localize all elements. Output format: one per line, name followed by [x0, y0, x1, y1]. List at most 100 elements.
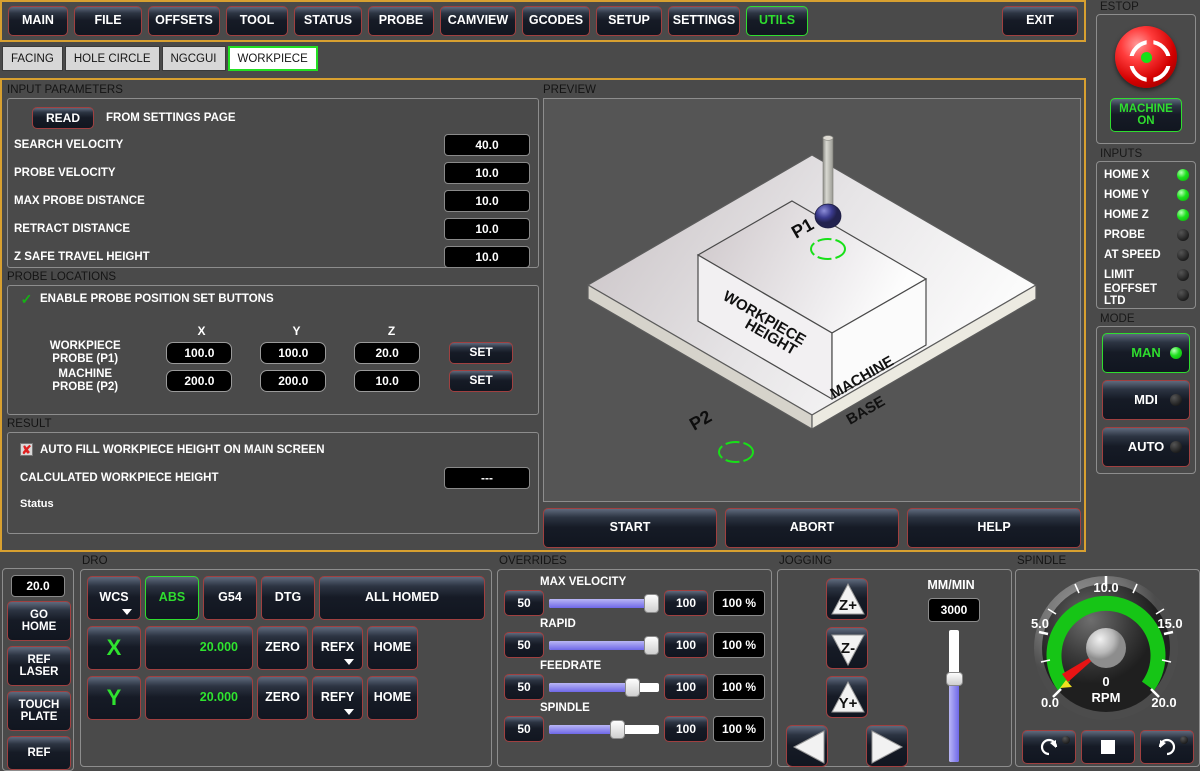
- abs-button[interactable]: ABS: [145, 576, 199, 620]
- dro-axis-row-y: Y 20.000 ZERO REFY HOME: [87, 676, 485, 720]
- max-velocity-slider[interactable]: [549, 593, 660, 613]
- tab-main[interactable]: MAIN: [8, 6, 68, 36]
- max-velocity-min-button[interactable]: 50: [504, 590, 544, 616]
- machine-on-line2: ON: [1137, 115, 1155, 127]
- tab-gcodes[interactable]: GCODES: [522, 6, 590, 36]
- axis-value-y[interactable]: 20.000: [145, 676, 253, 720]
- probe-position-table: X Y Z WORKPIECE PROBE (P1) 100.0 100.0 2…: [18, 324, 528, 394]
- param-label: Z SAFE TRAVEL HEIGHT: [14, 251, 150, 263]
- all-homed-button[interactable]: ALL HOMED: [319, 576, 485, 620]
- feedrate-max-button[interactable]: 100: [664, 674, 708, 700]
- subtab-workpiece[interactable]: WORKPIECE: [227, 46, 318, 71]
- input-row-limit: LIMIT: [1097, 265, 1195, 285]
- tab-setup[interactable]: SETUP: [596, 6, 662, 36]
- subtab-ngcgui[interactable]: NGCGUI: [161, 46, 226, 71]
- feedrate-min-button[interactable]: 50: [504, 674, 544, 700]
- touch-plate-button[interactable]: TOUCH PLATE: [7, 691, 71, 731]
- start-button[interactable]: START: [543, 508, 717, 548]
- mode-button-mdi[interactable]: MDI: [1102, 380, 1190, 420]
- go-home-button[interactable]: GO HOME: [7, 601, 71, 641]
- jog-y-plus-button[interactable]: Y+: [826, 676, 868, 718]
- param-value-z-safe-travel-height[interactable]: 10.0: [444, 246, 530, 268]
- p2-z-field[interactable]: 10.0: [354, 369, 421, 392]
- row-label-p1: WORKPIECE PROBE (P1): [18, 340, 152, 366]
- max-velocity-max-button[interactable]: 100: [664, 590, 708, 616]
- abort-button[interactable]: ABORT: [725, 508, 899, 548]
- read-button[interactable]: READ: [32, 107, 94, 129]
- tab-tool[interactable]: TOOL: [226, 6, 288, 36]
- axis-value-x[interactable]: 20.000: [145, 626, 253, 670]
- tab-settings[interactable]: SETTINGS: [668, 6, 740, 36]
- subtab-facing[interactable]: FACING: [2, 46, 63, 71]
- jog-rate-slider[interactable]: [946, 630, 963, 762]
- subtab-hole-circle[interactable]: HOLE CIRCLE: [64, 46, 160, 71]
- input-label: LIMIT: [1104, 269, 1135, 281]
- tab-file[interactable]: FILE: [74, 6, 142, 36]
- mode-button-man[interactable]: MAN: [1102, 333, 1190, 373]
- jog-z-minus-button[interactable]: Z-: [826, 627, 868, 669]
- zero-x-button[interactable]: ZERO: [257, 626, 308, 670]
- tab-status[interactable]: STATUS: [294, 6, 362, 36]
- gauge-tick-10: 10.0: [1093, 580, 1118, 595]
- dro-panel: DRO WCS ABS G54 DTG ALL HOMED X 20.000 Z…: [80, 555, 492, 771]
- slider-handle[interactable]: [624, 678, 640, 697]
- p1-z-field[interactable]: 20.0: [354, 341, 421, 364]
- rapid-max-button[interactable]: 100: [664, 632, 708, 658]
- param-value-retract-distance[interactable]: 10.0: [444, 218, 530, 240]
- autofill-row[interactable]: ✘ AUTO FILL WORKPIECE HEIGHT ON MAIN SCR…: [8, 433, 538, 456]
- spindle-cw-button[interactable]: [1140, 730, 1194, 764]
- left-quick-column: 20.0 GO HOME REF LASER TOUCH PLATE REF: [2, 568, 74, 771]
- home-x-button[interactable]: HOME: [367, 626, 418, 670]
- exit-button[interactable]: EXIT: [1002, 6, 1078, 36]
- machine-on-button[interactable]: MACHINE ON: [1110, 98, 1182, 132]
- enable-probe-set-row[interactable]: ✓ ENABLE PROBE POSITION SET BUTTONS: [8, 286, 538, 306]
- row-label-line2: PROBE (P1): [52, 352, 119, 365]
- slider-handle[interactable]: [610, 720, 626, 739]
- probe-table-header: X Y Z: [18, 324, 528, 338]
- row-label-line1: MACHINE: [58, 367, 113, 380]
- home-y-button[interactable]: HOME: [367, 676, 418, 720]
- slider-handle[interactable]: [644, 594, 660, 613]
- ref-button[interactable]: REF: [7, 736, 71, 770]
- ref-laser-button[interactable]: REF LASER: [7, 646, 71, 686]
- jog-x-minus-button[interactable]: [786, 725, 828, 767]
- p2-set-button[interactable]: SET: [449, 369, 514, 392]
- param-value-probe-velocity[interactable]: 10.0: [444, 162, 530, 184]
- slider-handle[interactable]: [644, 636, 660, 655]
- p1-x-field[interactable]: 100.0: [166, 341, 233, 364]
- spindle-min-button[interactable]: 50: [504, 716, 544, 742]
- tab-offsets[interactable]: OFFSETS: [148, 6, 220, 36]
- g54-button[interactable]: G54: [203, 576, 257, 620]
- rapid-min-button[interactable]: 50: [504, 632, 544, 658]
- feedrate-slider[interactable]: [549, 677, 659, 697]
- spindle-max-button[interactable]: 100: [664, 716, 708, 742]
- tab-probe[interactable]: PROBE: [368, 6, 434, 36]
- tab-utils[interactable]: UTILS: [746, 6, 808, 36]
- jog-increment-value[interactable]: 20.0: [11, 575, 65, 597]
- p1-y-field[interactable]: 100.0: [260, 341, 327, 364]
- slider-handle[interactable]: [946, 672, 963, 687]
- param-value-search-velocity[interactable]: 40.0: [444, 134, 530, 156]
- estop-button[interactable]: [1115, 26, 1177, 88]
- refx-button[interactable]: REFX: [312, 626, 363, 670]
- jog-z-plus-button[interactable]: Z+: [826, 578, 868, 620]
- p2-x-field[interactable]: 200.0: [166, 369, 233, 392]
- p2-y-field[interactable]: 200.0: [260, 369, 327, 392]
- mode-button-auto[interactable]: AUTO: [1102, 427, 1190, 467]
- zero-y-button[interactable]: ZERO: [257, 676, 308, 720]
- spindle-stop-button[interactable]: [1081, 730, 1135, 764]
- p1-set-button[interactable]: SET: [449, 341, 514, 364]
- tab-camview[interactable]: CAMVIEW: [440, 6, 516, 36]
- param-value-max-probe-distance[interactable]: 10.0: [444, 190, 530, 212]
- rapid-slider[interactable]: [549, 635, 660, 655]
- feedrate-percent: 100 %: [713, 674, 765, 700]
- refy-button[interactable]: REFY: [312, 676, 363, 720]
- help-button[interactable]: HELP: [907, 508, 1081, 548]
- spindle-ccw-button[interactable]: [1022, 730, 1076, 764]
- spindle-slider[interactable]: [549, 719, 659, 739]
- wcs-button[interactable]: WCS: [87, 576, 141, 620]
- jog-x-plus-button[interactable]: [866, 725, 908, 767]
- mode-label: AUTO: [1127, 438, 1165, 454]
- jog-rate-value[interactable]: 3000: [928, 598, 980, 622]
- dtg-button[interactable]: DTG: [261, 576, 315, 620]
